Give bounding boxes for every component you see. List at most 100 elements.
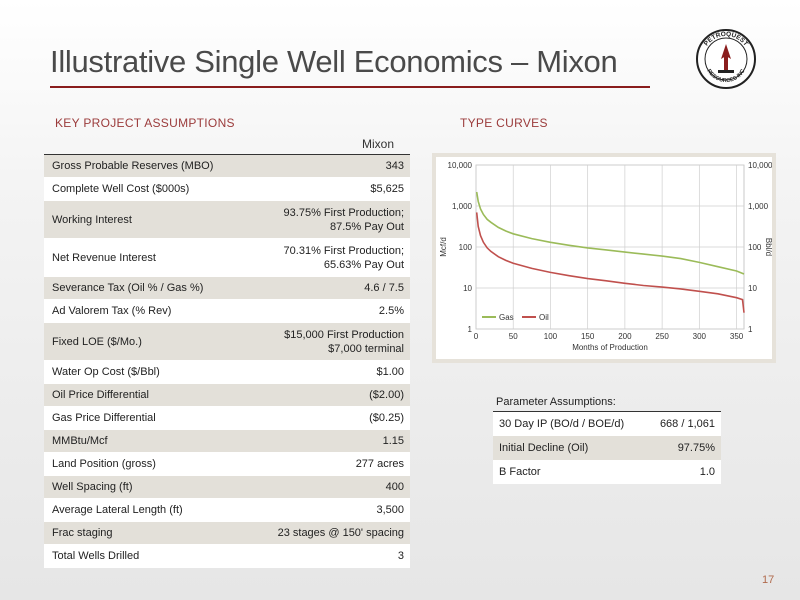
row-value: 70.31% First Production; 65.63% Pay Out: [284, 244, 404, 272]
row-value: 277 acres: [356, 457, 404, 471]
row-label: Working Interest: [52, 213, 132, 226]
row-value: $15,000 First Production $7,000 terminal: [284, 328, 404, 356]
row-label: Total Wells Drilled: [52, 550, 140, 562]
table-row: Gross Probable Reserves (MBO) 343: [44, 155, 410, 178]
row-label: Oil Price Differential: [52, 389, 149, 401]
row-value: 1.15: [383, 434, 404, 448]
y-tick-label-right: 10: [748, 284, 757, 293]
series-line-gas: [475, 191, 745, 275]
row-label: Land Position (gross): [52, 458, 156, 470]
row-value: 97.75%: [677, 442, 715, 454]
series-line-oil: [475, 212, 745, 313]
table-row: 30 Day IP (BO/d / BOE/d) 668 / 1,061: [493, 412, 721, 436]
y-tick-label-left: 1,000: [452, 202, 473, 211]
y-tick-label-left: 100: [459, 243, 473, 252]
x-tick-label: 200: [618, 332, 632, 341]
row-label: Gross Probable Reserves (MBO): [52, 160, 214, 172]
row-value-line: 65.63% Pay Out: [323, 258, 404, 271]
row-value-line: 87.5% Pay Out: [330, 220, 404, 233]
row-label: Fixed LOE ($/Mo.): [52, 335, 142, 348]
row-value-line: 2.5%: [378, 305, 404, 317]
company-logo-icon: PETROQUEST RESOURCES INC: [696, 29, 756, 89]
x-tick-label: 150: [581, 332, 595, 341]
row-value-line: $15,000 First Production: [284, 328, 404, 341]
row-value: ($0.25): [369, 411, 404, 425]
row-label: Complete Well Cost ($000s): [52, 183, 190, 195]
row-value: 343: [386, 159, 404, 173]
table-row: B Factor 1.0: [493, 460, 721, 484]
row-value-line: ($2.00): [369, 389, 404, 401]
row-label: 30 Day IP (BO/d / BOE/d): [499, 418, 625, 430]
row-value-line: 3,500: [376, 504, 404, 516]
row-label: Ad Valorem Tax (% Rev): [52, 305, 172, 317]
row-value: $5,625: [370, 182, 404, 196]
x-axis-label: Months of Production: [572, 343, 648, 352]
row-label: Initial Decline (Oil): [499, 442, 589, 454]
row-value-line: 3: [397, 550, 404, 562]
row-value: 1.0: [699, 466, 715, 478]
row-value: 3: [398, 549, 404, 563]
table-row: Land Position (gross) 277 acres: [44, 453, 410, 476]
row-label: Water Op Cost ($/Bbl): [52, 366, 160, 378]
row-label: Gas Price Differential: [52, 412, 156, 424]
title-underline: [50, 86, 650, 88]
type-curves-heading: TYPE CURVES: [460, 116, 548, 130]
row-value-line: 23 stages @ 150' spacing: [277, 527, 404, 539]
table-row: Average Lateral Length (ft) 3,500: [44, 499, 410, 522]
legend-label: Gas: [499, 313, 514, 322]
y-tick-label-right: 10,000: [748, 161, 772, 170]
x-tick-label: 300: [693, 332, 707, 341]
row-label: Severance Tax (Oil % / Gas %): [52, 282, 204, 294]
row-label: B Factor: [499, 466, 541, 478]
assumptions-heading: KEY PROJECT ASSUMPTIONS: [55, 116, 235, 130]
row-value-line: 4.6 / 7.5: [364, 282, 404, 294]
table-row: Well Spacing (ft) 400: [44, 476, 410, 499]
parameter-table: 30 Day IP (BO/d / BOE/d) 668 / 1,061 Initi…: [493, 411, 721, 484]
row-label: MMBtu/Mcf: [52, 435, 108, 447]
row-label: Well Spacing (ft): [52, 481, 133, 493]
row-value: ($2.00): [369, 388, 404, 402]
row-value-line: 277 acres: [355, 458, 404, 470]
y-tick-label-left: 1: [468, 325, 473, 334]
row-label: Average Lateral Length (ft): [52, 504, 183, 516]
row-value-line: 400: [385, 481, 404, 493]
row-value-line: $1.00: [376, 366, 404, 378]
row-value: 4.6 / 7.5: [364, 281, 404, 295]
row-value: 668 / 1,061: [659, 418, 715, 430]
table-row: Fixed LOE ($/Mo.) $15,000 First Productio…: [44, 323, 410, 361]
row-value-line: 70.31% First Production;: [283, 244, 404, 257]
assumptions-table: Mixon Gross Probable Reserves (MBO) 343 Co…: [44, 133, 410, 568]
row-value-line: 343: [385, 160, 404, 172]
row-value: 23 stages @ 150' spacing: [278, 526, 404, 540]
legend-label: Oil: [539, 313, 549, 322]
row-value-line: $5,625: [370, 183, 404, 195]
table-row: Complete Well Cost ($000s) $5,625: [44, 178, 410, 201]
table-row: MMBtu/Mcf 1.15: [44, 430, 410, 453]
y-axis-label-right: Bbl/d: [764, 238, 772, 256]
x-tick-label: 250: [655, 332, 669, 341]
y-axis-label-left: Mcf/d: [439, 237, 448, 257]
table-row: Water Op Cost ($/Bbl) $1.00: [44, 361, 410, 384]
parameter-assumptions-title: Parameter Assumptions:: [496, 396, 616, 408]
slide-title: Illustrative Single Well Economics – Mix…: [50, 44, 618, 79]
type-curve-chart: 10,000 10,000 1,000 1,000 100 100 10 10 1 1 0 50 100…: [432, 153, 776, 363]
table-row: Ad Valorem Tax (% Rev) 2.5%: [44, 300, 410, 323]
table-row: Gas Price Differential ($0.25): [44, 407, 410, 430]
y-tick-label-right: 100: [748, 243, 762, 252]
row-value-line: 1.15: [382, 435, 404, 447]
row-value: 2.5%: [379, 304, 404, 318]
y-tick-label-left: 10: [463, 284, 472, 293]
y-tick-label-right: 1: [748, 325, 753, 334]
table-row: Total Wells Drilled 3: [44, 545, 410, 568]
y-tick-label-right: 1,000: [748, 202, 769, 211]
table-row: Net Revenue Interest 70.31% First Product…: [44, 239, 410, 277]
assumptions-column-header: Mixon: [44, 133, 410, 155]
row-value: 400: [386, 480, 404, 494]
table-row: Working Interest 93.75% First Production;…: [44, 201, 410, 239]
row-label: Frac staging: [52, 527, 113, 539]
row-value: 3,500: [376, 503, 404, 517]
row-label: Net Revenue Interest: [52, 251, 156, 264]
table-row: Oil Price Differential ($2.00): [44, 384, 410, 407]
row-value: 93.75% First Production; 87.5% Pay Out: [284, 206, 404, 234]
